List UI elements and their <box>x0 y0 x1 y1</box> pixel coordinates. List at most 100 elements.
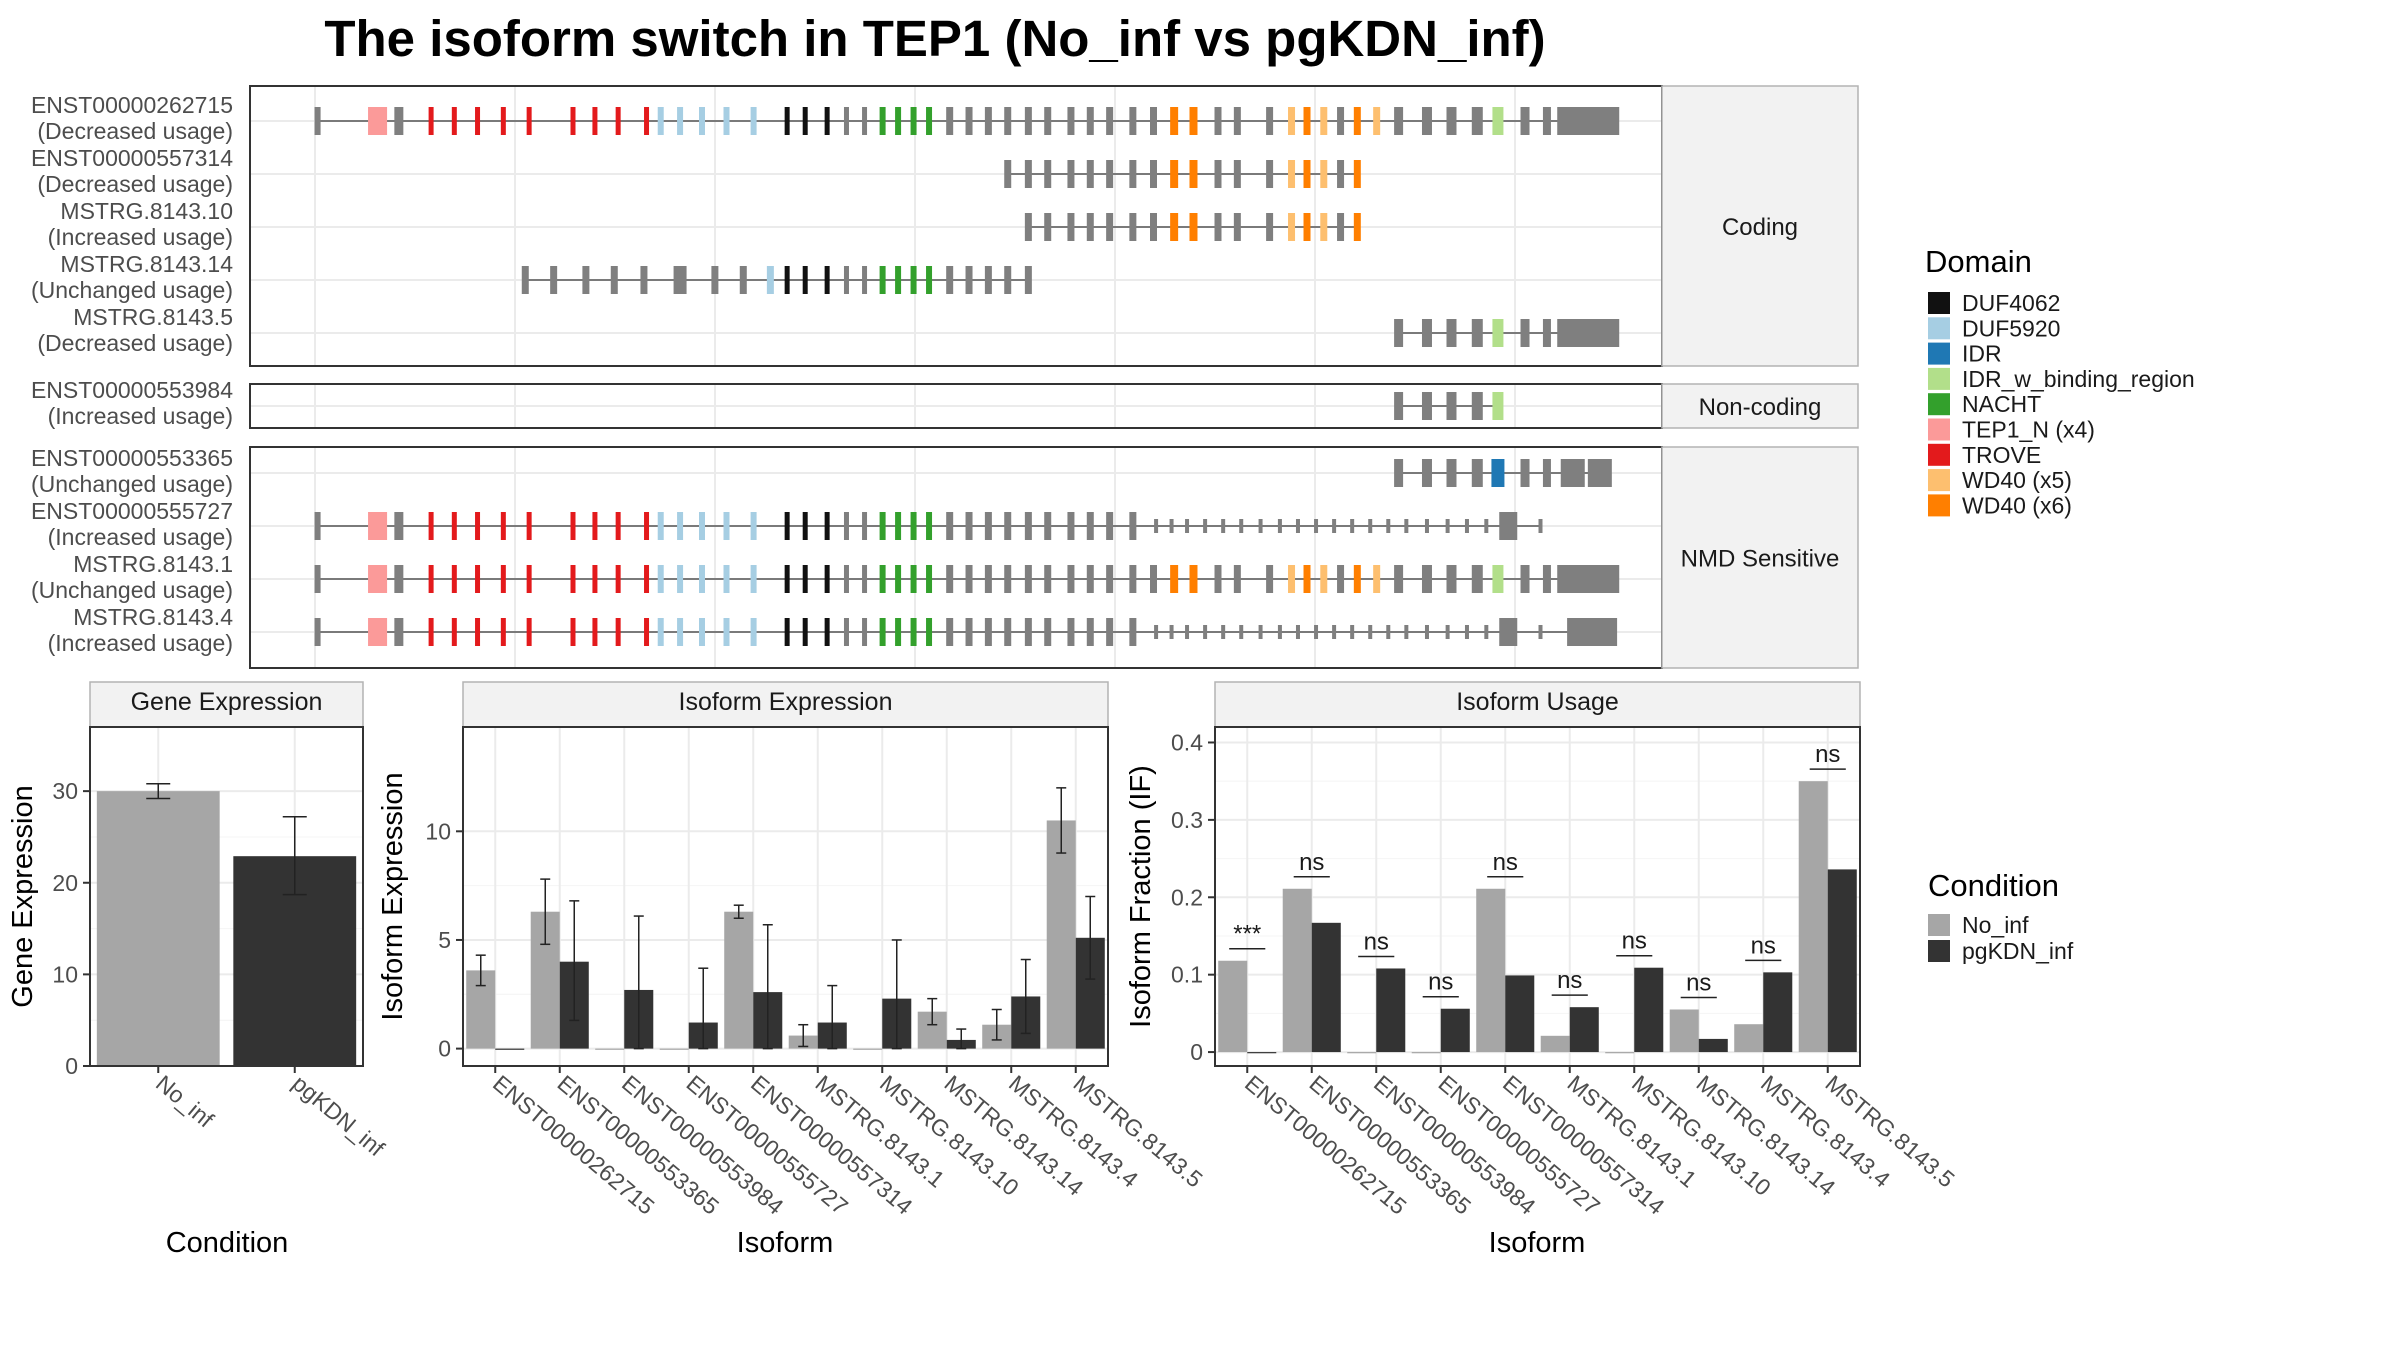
bar <box>1311 922 1341 1053</box>
exon <box>1106 618 1114 646</box>
exon <box>1067 512 1075 540</box>
significance-label: ns <box>1557 967 1582 994</box>
exon <box>1499 618 1518 646</box>
exon <box>1086 213 1094 241</box>
structure-strip <box>1661 446 1859 669</box>
domain-exon <box>615 618 621 646</box>
exon <box>1106 565 1114 593</box>
bars <box>466 787 1105 1050</box>
transcript-id-label: ENST00000553984 <box>31 377 233 403</box>
exon <box>610 266 618 294</box>
exon <box>1471 107 1483 135</box>
condition-legend-label: pgKDN_inf <box>1962 938 2074 964</box>
exon <box>1106 107 1114 135</box>
domain-exon <box>475 618 481 646</box>
domain-exon <box>824 618 830 646</box>
panel-strip <box>1214 681 1861 728</box>
exon <box>1129 213 1137 241</box>
exon <box>1446 107 1457 135</box>
domain-exon <box>723 107 730 135</box>
domain-exon <box>451 107 457 135</box>
domain-exon <box>526 618 532 646</box>
exon <box>1404 519 1409 533</box>
domain-exon <box>824 107 830 135</box>
domain-exon <box>428 107 434 135</box>
exon <box>1233 213 1241 241</box>
domain-exon <box>879 107 886 135</box>
exon <box>1464 625 1469 639</box>
exon <box>1471 319 1483 347</box>
transcript-usage-label: (Decreased usage) <box>37 171 233 197</box>
exon <box>1024 107 1032 135</box>
transcript-id-label: MSTRG.8143.10 <box>60 198 233 224</box>
domain-exon <box>784 512 790 540</box>
transcript-track-ENST00000262715 <box>314 107 1620 135</box>
domain-exon <box>377 618 388 646</box>
domain-exon <box>723 618 730 646</box>
domain-exon <box>1189 213 1198 241</box>
exon <box>1024 618 1032 646</box>
exon <box>1233 160 1241 188</box>
exon <box>1044 618 1052 646</box>
significance-label: ns <box>1299 849 1324 876</box>
exon <box>862 107 868 135</box>
domain-exon <box>926 266 933 294</box>
domain-exon <box>451 565 457 593</box>
domain-exon <box>1492 319 1504 347</box>
exon <box>1185 625 1190 639</box>
transcript-id-label: MSTRG.8143.5 <box>73 304 233 330</box>
exon <box>984 565 992 593</box>
exon <box>1484 625 1489 639</box>
domain-exon <box>784 565 790 593</box>
figure-title: The isoform switch in TEP1 (No_inf vs pg… <box>324 10 1545 67</box>
panel-strip <box>89 681 364 728</box>
domain-exon <box>500 565 506 593</box>
exon <box>1560 459 1585 487</box>
domain-exon <box>910 618 917 646</box>
exon <box>862 266 868 294</box>
exon <box>1129 512 1137 540</box>
exon <box>1520 107 1530 135</box>
exon <box>1024 213 1032 241</box>
exon <box>1086 565 1094 593</box>
transcript-track-MSTRG.8143.1 <box>314 565 1620 593</box>
exon <box>1446 565 1457 593</box>
exon <box>1542 459 1551 487</box>
domain-exon <box>1373 107 1381 135</box>
exon <box>1044 213 1052 241</box>
domain-exon <box>500 512 506 540</box>
exon <box>314 565 321 593</box>
transcript-track-MSTRG.8143.14 <box>521 266 1032 294</box>
condition-legend-label: No_inf <box>1962 912 2029 938</box>
domain-exon <box>377 107 388 135</box>
exon <box>843 618 849 646</box>
transcript-id-label: ENST00000557314 <box>31 145 233 171</box>
structure-strip <box>1661 383 1859 429</box>
domain-exon <box>526 107 532 135</box>
transcript-track-ENST00000557314 <box>1004 160 1361 188</box>
exon <box>1445 519 1450 533</box>
exon <box>1266 213 1274 241</box>
exon <box>739 266 747 294</box>
domain-exon <box>451 618 457 646</box>
domain-legend-key <box>1928 317 1950 340</box>
exon <box>1557 319 1620 347</box>
exon <box>1004 565 1012 593</box>
exon <box>1350 519 1355 533</box>
exon <box>1044 160 1052 188</box>
exon <box>1214 160 1222 188</box>
exon <box>1203 625 1208 639</box>
exon <box>862 512 868 540</box>
exon <box>1394 392 1404 420</box>
bar <box>1440 1008 1470 1053</box>
domain-exon <box>723 512 730 540</box>
exon <box>1471 565 1483 593</box>
significance-label: ns <box>1815 741 1840 768</box>
bar <box>495 1048 525 1050</box>
exon <box>1024 160 1032 188</box>
exon <box>1221 519 1226 533</box>
y-tick-label: 0.4 <box>1171 729 1203 755</box>
exon <box>1129 160 1137 188</box>
domain-exon <box>368 512 379 540</box>
